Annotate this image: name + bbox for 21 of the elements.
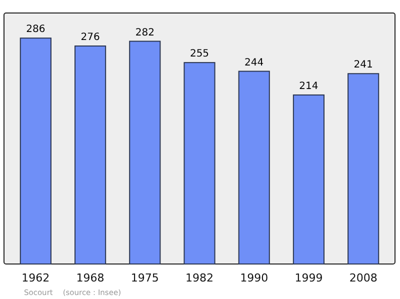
bar — [20, 38, 52, 264]
bar — [348, 73, 380, 264]
x-tick-label: 2008 — [349, 271, 378, 284]
data-label: 282 — [135, 27, 154, 38]
bar — [129, 40, 161, 264]
x-tick-label: 1962 — [22, 271, 50, 284]
x-tick-label: 1990 — [240, 271, 268, 284]
data-label: 276 — [80, 32, 100, 43]
data-label: 241 — [354, 60, 373, 71]
x-tick-label: 1975 — [130, 271, 159, 284]
data-label: 255 — [190, 48, 210, 60]
data-label: 286 — [26, 24, 46, 36]
x-tick-label: 1982 — [186, 271, 214, 284]
x-tick-label: 1968 — [76, 271, 104, 284]
bar — [74, 46, 106, 264]
data-label: 214 — [299, 80, 318, 92]
bar — [184, 62, 216, 264]
bar — [292, 94, 325, 264]
data-label: 244 — [244, 57, 264, 68]
bar — [238, 70, 270, 264]
x-tick-label: 1999 — [294, 271, 323, 284]
